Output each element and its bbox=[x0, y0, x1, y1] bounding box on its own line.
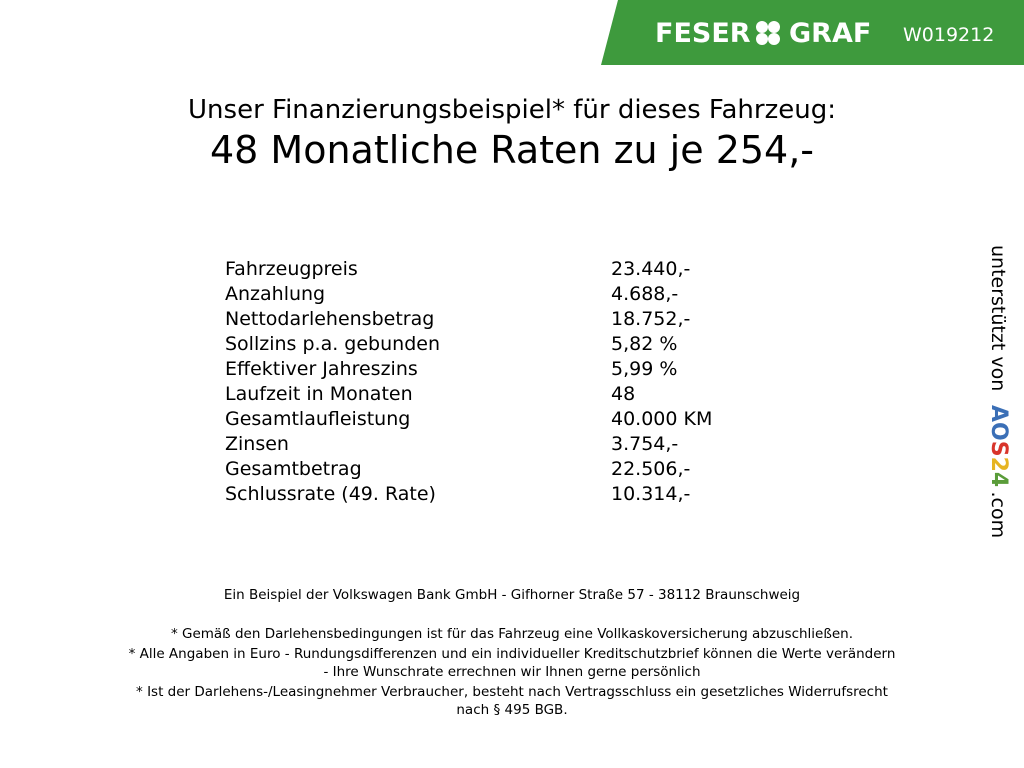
note-line: * Gemäß den Darlehensbedingungen ist für… bbox=[170, 626, 854, 642]
row-label: Anzahlung bbox=[225, 283, 326, 305]
row-label: Effektiver Jahreszins bbox=[225, 358, 418, 380]
lender: Ein Beispiel der Volkswagen Bank GmbH - … bbox=[223, 587, 801, 603]
note-line: * Ist der Darlehens-/Leasingnehmer Verbr… bbox=[136, 684, 888, 700]
row-label: Gesamtbetrag bbox=[225, 458, 362, 480]
vehicle-code: W019212 bbox=[903, 24, 994, 46]
table-row: Schlussrate (49. Rate) 10.314,- bbox=[225, 482, 712, 507]
row-value: 22.506,- bbox=[611, 458, 691, 480]
title: Unser Finanzierungsbeispiel* für dieses … bbox=[188, 95, 836, 125]
note-line: - Ihre Wunschrate errechnen wir Ihnen ge… bbox=[323, 664, 701, 680]
table-row: Laufzeit in Monaten 48 bbox=[225, 382, 712, 407]
row-value: 23.440,- bbox=[611, 258, 691, 280]
brand-letter: S bbox=[986, 441, 1011, 457]
note: * Alle Angaben in Euro - Rundungsdiffere… bbox=[0, 645, 1024, 681]
row-label: Fahrzeugpreis bbox=[225, 258, 358, 280]
table-row: Zinsen 3.754,- bbox=[225, 432, 712, 457]
header: FESER GRAF W019212 bbox=[601, 0, 1024, 65]
row-value: 5,99 % bbox=[611, 358, 678, 380]
brand-left: FESER bbox=[655, 18, 751, 49]
table-row: Gesamtlaufleistung 40.000 KM bbox=[225, 407, 712, 432]
row-label: Zinsen bbox=[225, 433, 289, 455]
brand-letter: O bbox=[986, 422, 1011, 442]
row-value: 4.688,- bbox=[611, 283, 679, 305]
table-row: Fahrzeugpreis 23.440,- bbox=[225, 257, 712, 282]
row-value: 10.314,- bbox=[611, 483, 691, 505]
row-value: 18.752,- bbox=[611, 308, 691, 330]
sidebar: unterstützt von AOS24 .com bbox=[986, 245, 1011, 538]
note: * Ist der Darlehens-/Leasingnehmer Verbr… bbox=[0, 683, 1024, 719]
row-label: Gesamtlaufleistung bbox=[225, 408, 411, 430]
table-row: Nettodarlehensbetrag 18.752,- bbox=[225, 307, 712, 332]
note: * Gemäß den Darlehensbedingungen ist für… bbox=[0, 625, 1024, 643]
brand-letter: A bbox=[986, 405, 1011, 423]
row-value: 40.000 KM bbox=[611, 408, 713, 430]
notes: * Gemäß den Darlehensbedingungen ist für… bbox=[0, 625, 1024, 721]
subtitle: 48 Monatliche Raten zu je 254,- bbox=[209, 128, 815, 172]
row-label: Laufzeit in Monaten bbox=[225, 383, 413, 405]
sidebar-suffix: .com bbox=[987, 491, 1009, 539]
note-line: nach § 495 BGB. bbox=[456, 702, 568, 718]
row-value: 5,82 % bbox=[611, 333, 678, 355]
row-value: 48 bbox=[611, 383, 636, 405]
table-row: Effektiver Jahreszins 5,99 % bbox=[225, 357, 712, 382]
sidebar-brand: AOS24 bbox=[986, 405, 1011, 487]
table-row: Anzahlung 4.688,- bbox=[225, 282, 712, 307]
table-row: Sollzins p.a. gebunden 5,82 % bbox=[225, 332, 712, 357]
note-line: * Alle Angaben in Euro - Rundungsdiffere… bbox=[128, 646, 896, 662]
finance-table: Fahrzeugpreis 23.440,- Anzahlung 4.688,- Net… bbox=[225, 257, 712, 507]
table-row: Gesamtbetrag 22.506,- bbox=[225, 457, 712, 482]
row-label: Schlussrate (49. Rate) bbox=[225, 483, 436, 505]
row-label: Nettodarlehensbetrag bbox=[225, 308, 435, 330]
header-band bbox=[601, 0, 1024, 65]
row-label: Sollzins p.a. gebunden bbox=[225, 333, 440, 355]
clover-icon bbox=[756, 21, 780, 45]
brand-letter: 2 bbox=[986, 456, 1011, 473]
brand-letter: 4 bbox=[986, 472, 1011, 488]
brand-right: GRAF bbox=[789, 18, 871, 49]
row-value: 3.754,- bbox=[611, 433, 679, 455]
sidebar-prefix: unterstützt von bbox=[987, 245, 1009, 392]
